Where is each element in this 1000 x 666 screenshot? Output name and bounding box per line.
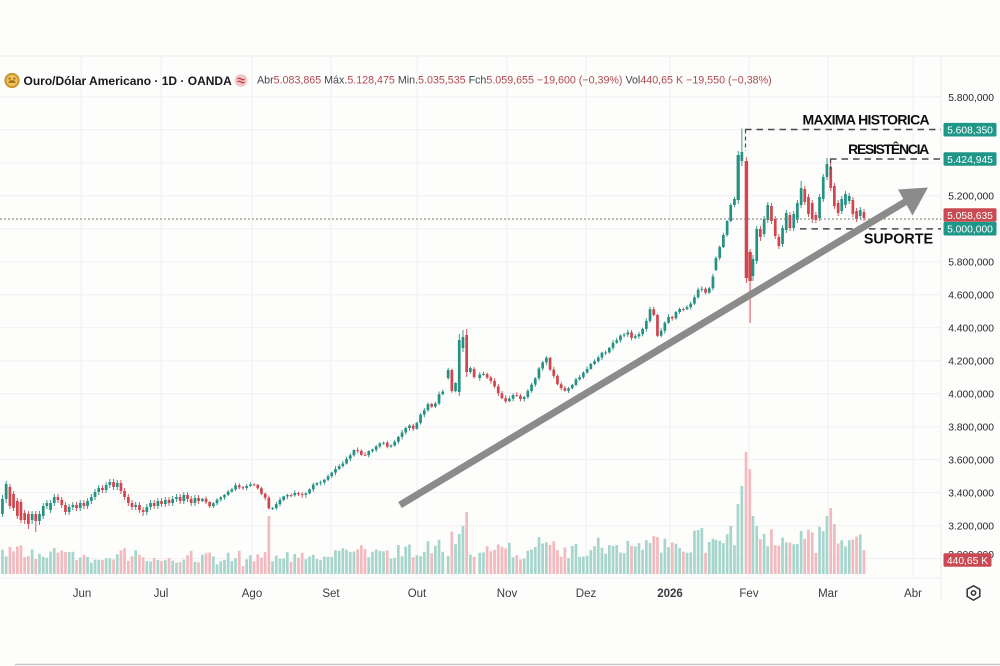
svg-text:5.000,000: 5.000,000 bbox=[947, 225, 993, 236]
svg-text:5.424,945: 5.424,945 bbox=[947, 155, 993, 166]
svg-text:SUPORTE: SUPORTE bbox=[864, 232, 933, 248]
svg-text:3.800,000: 3.800,000 bbox=[948, 423, 994, 434]
svg-text:Jun: Jun bbox=[73, 588, 92, 600]
svg-text:3.600,000: 3.600,000 bbox=[948, 456, 994, 467]
svg-text:Out: Out bbox=[408, 588, 427, 600]
svg-text:2026: 2026 bbox=[657, 588, 683, 600]
svg-text:4.400,000: 4.400,000 bbox=[948, 324, 994, 335]
svg-text:RESISTÊNCIA: RESISTÊNCIA bbox=[848, 140, 929, 157]
svg-text:4.600,000: 4.600,000 bbox=[948, 291, 994, 302]
svg-text:440,65 K: 440,65 K bbox=[947, 556, 988, 567]
svg-text:4.200,000: 4.200,000 bbox=[948, 357, 994, 368]
svg-text:Mar: Mar bbox=[818, 588, 838, 600]
svg-text:MAXIMA HISTORICA: MAXIMA HISTORICA bbox=[803, 112, 930, 128]
svg-text:Set: Set bbox=[322, 588, 340, 600]
svg-text:4.000,000: 4.000,000 bbox=[948, 390, 994, 401]
svg-text:5.800,000: 5.800,000 bbox=[948, 93, 994, 104]
svg-text:3.400,000: 3.400,000 bbox=[948, 489, 994, 500]
svg-text:Fev: Fev bbox=[739, 588, 758, 600]
svg-text:Ago: Ago bbox=[242, 588, 262, 600]
svg-text:Abr: Abr bbox=[904, 588, 922, 600]
svg-text:Nov: Nov bbox=[497, 588, 518, 600]
svg-text:Dez: Dez bbox=[576, 588, 597, 600]
svg-text:Ouro/Dólar Americano · 1D · OA: Ouro/Dólar Americano · 1D · OANDA bbox=[24, 74, 233, 88]
svg-text:5.200,000: 5.200,000 bbox=[948, 192, 994, 203]
svg-text:5.608,350: 5.608,350 bbox=[947, 126, 993, 137]
svg-text:Jul: Jul bbox=[154, 588, 169, 600]
svg-text:Abr5.083,865 Máx.5.128,475 Min: Abr5.083,865 Máx.5.128,475 Min.5.035,535… bbox=[257, 75, 772, 87]
svg-text:5.800,000: 5.800,000 bbox=[948, 258, 994, 269]
svg-text:5.058,635: 5.058,635 bbox=[947, 211, 993, 222]
svg-text:3.200,000: 3.200,000 bbox=[948, 522, 994, 533]
